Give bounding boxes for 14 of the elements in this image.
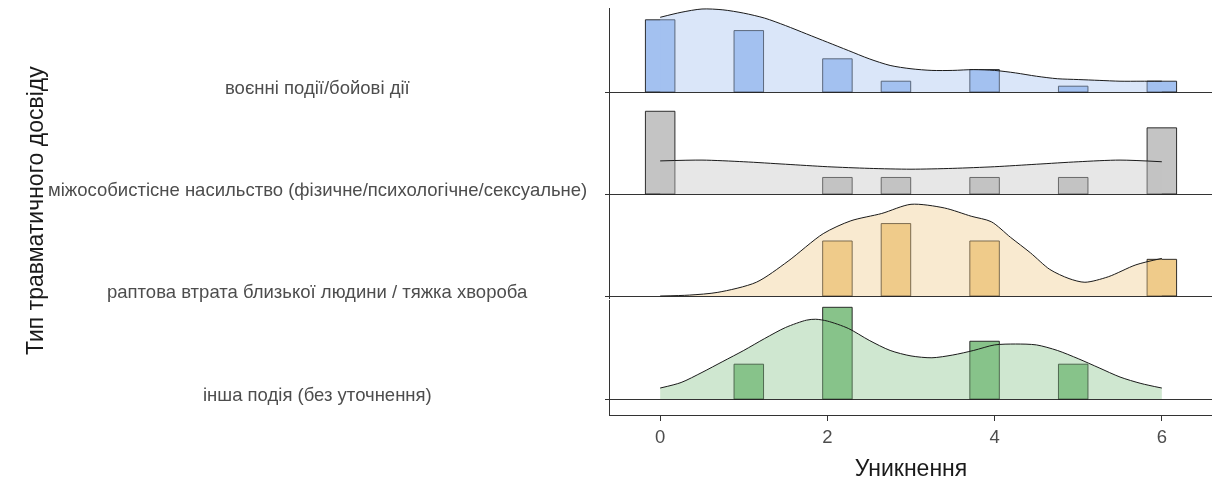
x-tick-label: 6 bbox=[1156, 425, 1167, 447]
bar bbox=[822, 58, 853, 93]
x-axis-title: Уникнення bbox=[854, 454, 968, 481]
bar bbox=[1058, 85, 1089, 93]
text: Тип травматичного досвіду bbox=[21, 66, 48, 356]
bar bbox=[880, 80, 912, 93]
x-tick-label: 0 bbox=[655, 425, 666, 447]
x-tick-label: 4 bbox=[989, 425, 1000, 447]
bar bbox=[733, 30, 764, 93]
y-axis-title: раптова втрата близької людини / тяжка хвороба bbox=[107, 281, 528, 303]
y-axis-title: міжособистісне насильство (фізичне/психологічне/сексуальне) bbox=[48, 179, 588, 200]
x-tick-label: 2 bbox=[822, 425, 833, 447]
y-axis-title: воєнні події/бойові дії bbox=[225, 77, 410, 98]
y-axis-title: інша подія (без уточнення) bbox=[203, 383, 432, 405]
